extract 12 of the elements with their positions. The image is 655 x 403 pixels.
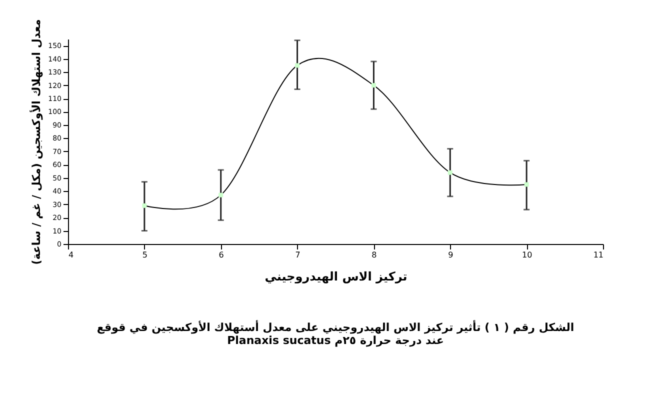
- text: Planaxis sucatus عند درجة حرارة ٢٥م: [227, 334, 444, 347]
- x-tick-label: 6: [218, 250, 224, 260]
- x-tick-label: 4: [68, 250, 74, 260]
- y-axis-title: معدل استهلاك الأوكسجين (مكل / غم / ساعة): [29, 19, 44, 265]
- x-tick-label: 8: [372, 250, 377, 260]
- x-tick-label: 9: [448, 250, 454, 260]
- x-tick-label: 10: [522, 250, 532, 260]
- x-axis-title: تركيز الاس الهيدروجيني: [264, 270, 408, 284]
- x-tick-label: 11: [593, 250, 604, 260]
- x-tick-label: 5: [142, 250, 148, 260]
- x-tick-label: 7: [295, 250, 300, 260]
- text: الشكل رقم ( ١ ) تأثير تركيز الاس الهيدروجيني على معدل أستهلاك الأوكسجين في قوقع: [96, 320, 574, 334]
